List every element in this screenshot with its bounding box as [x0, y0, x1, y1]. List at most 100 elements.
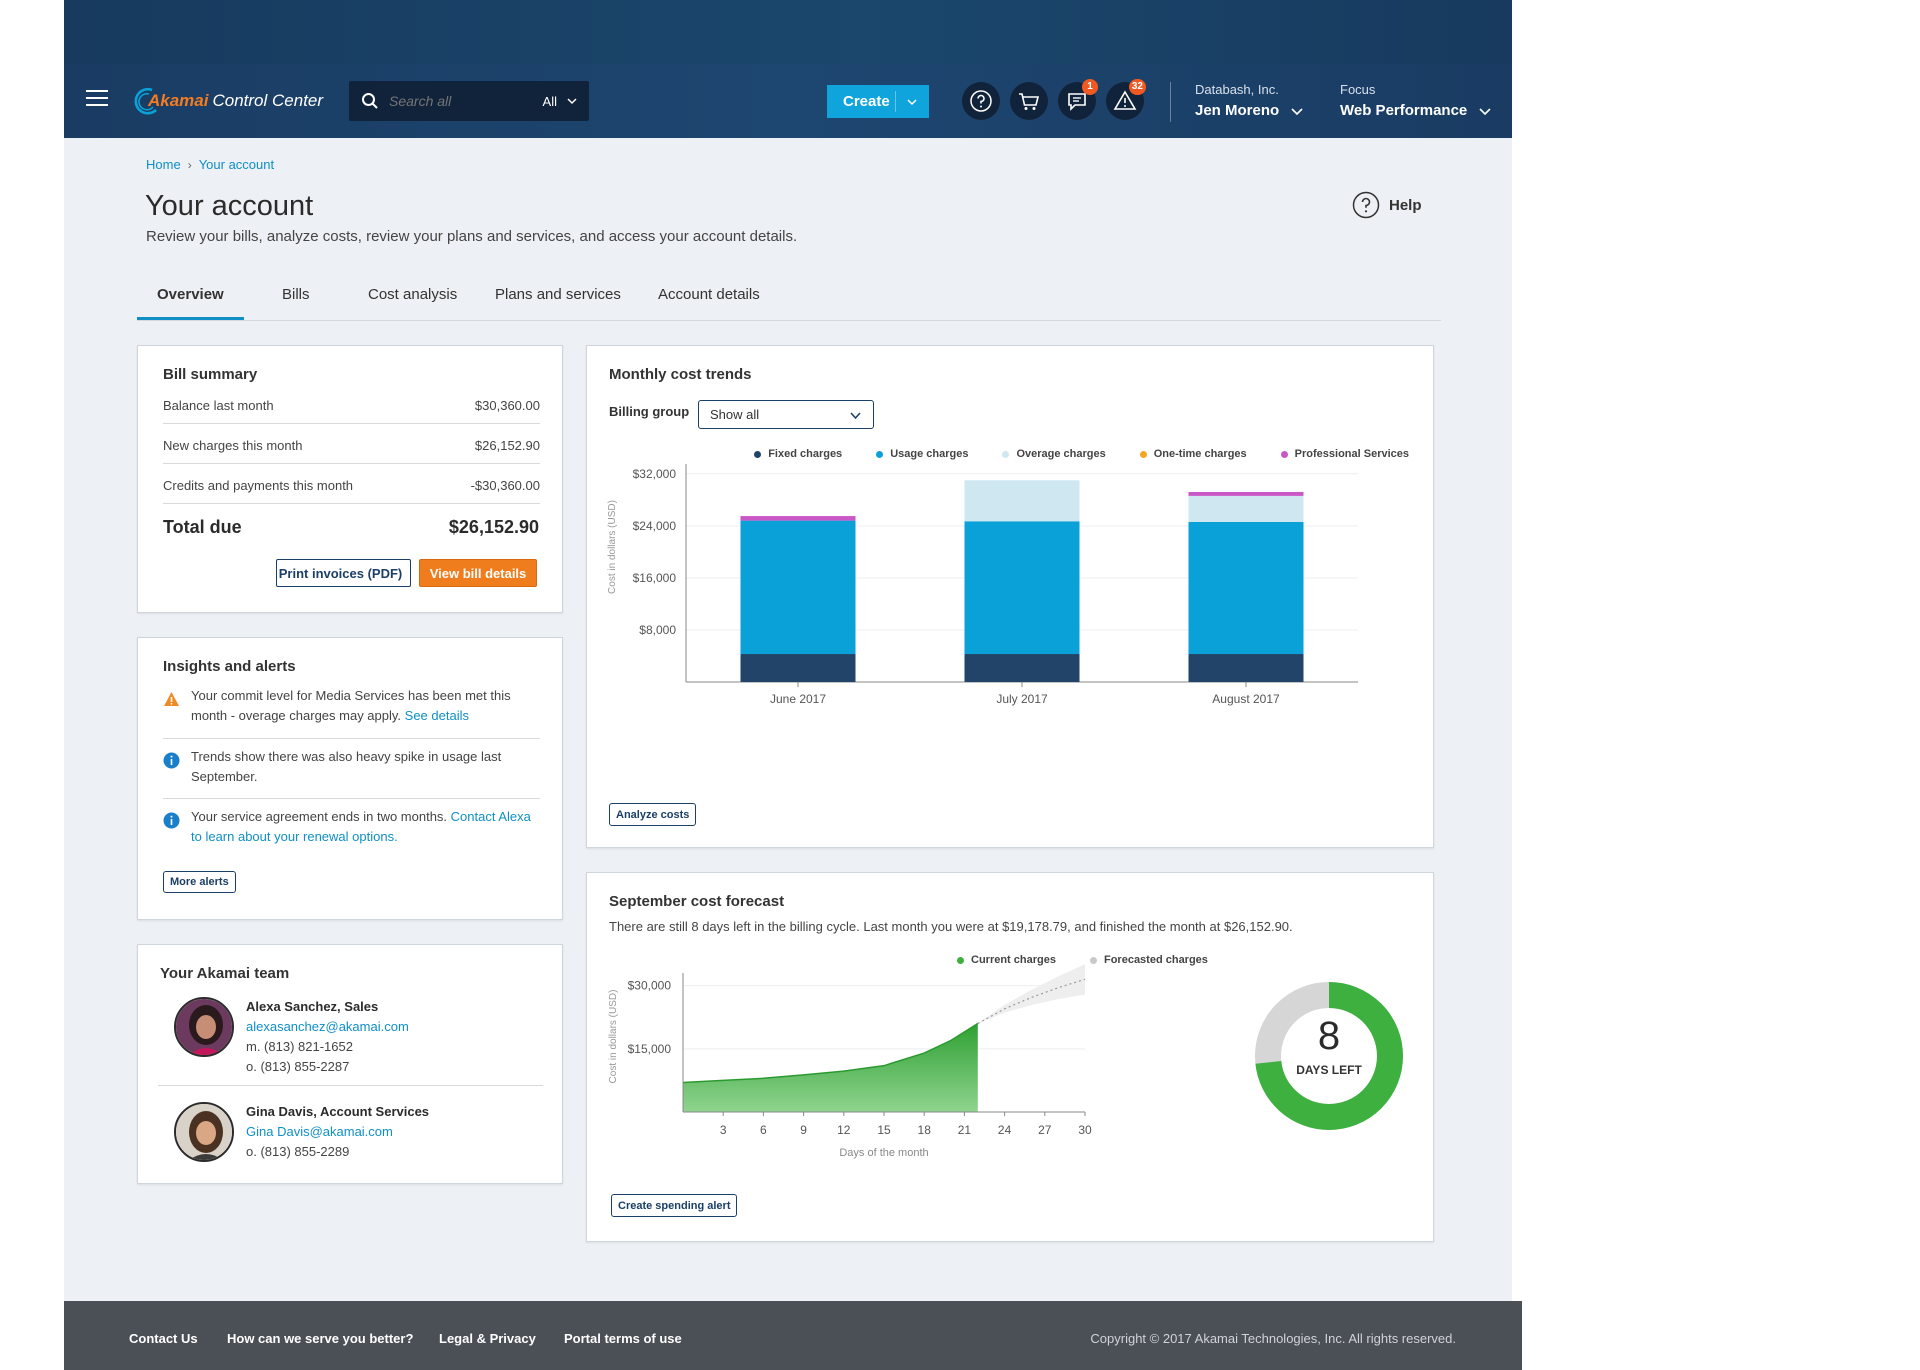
chart-legend: Fixed charges Usage charges Overage charge…	[720, 448, 1409, 460]
create-button[interactable]: Create	[827, 85, 929, 118]
tab-plans-and-services[interactable]: Plans and services	[495, 286, 621, 303]
logo-product: Control Center	[212, 91, 324, 110]
contact-alexa-link[interactable]: Contact Alexa to learn about your renewa…	[191, 809, 531, 844]
legend-label: Forecasted charges	[1103, 954, 1208, 966]
focus-switcher[interactable]: Focus Web Performance	[1340, 82, 1491, 119]
total-due-amount: $26,152.90	[448, 517, 539, 537]
account-company: Databash, Inc.	[1195, 82, 1279, 97]
bill-summary-title: Bill summary	[163, 366, 258, 383]
bar-segment-overage-charges	[1188, 495, 1304, 522]
legend-swatch	[1089, 956, 1097, 964]
alert-text: Your commit level for Media Services has…	[191, 688, 511, 723]
member-phone: m. (813) 821-1652	[246, 1039, 353, 1054]
y-axis-label: Cost in dollars (USD)	[608, 990, 619, 1084]
bill-row-new-charges: New charges this month $26,152.90	[163, 438, 540, 453]
x-tick-label: 21	[958, 1123, 972, 1137]
search-scope-dropdown[interactable]: All	[543, 94, 577, 109]
chevron-down-icon	[1291, 107, 1303, 115]
view-bill-details-button[interactable]: View bill details	[419, 559, 537, 587]
navbar-divider	[1170, 82, 1171, 122]
bar-segment-fixed-charges	[964, 654, 1080, 682]
bill-row-credits: Credits and payments this month -$30,360…	[163, 478, 540, 493]
active-tab-indicator	[137, 317, 244, 320]
more-alerts-button[interactable]: More alerts	[163, 871, 236, 893]
analyze-costs-button[interactable]: Analyze costs	[609, 803, 697, 826]
tab-bills[interactable]: Bills	[282, 286, 310, 303]
y-axis-label: Cost in dollars (USD)	[607, 500, 618, 594]
page-title: Your account	[145, 190, 314, 222]
x-tick-label: July 2017	[996, 692, 1048, 706]
legend-item-current-charges: Current charges	[957, 954, 1056, 966]
legend-item-professional-services: Professional Services	[1280, 448, 1409, 460]
bar-segment-fixed-charges	[740, 654, 856, 682]
member-phone: o. (813) 855-2289	[246, 1144, 350, 1159]
legend-label: Usage charges	[890, 448, 969, 460]
help-link[interactable]: Help	[1352, 191, 1422, 219]
legend-item-usage-charges: Usage charges	[876, 448, 968, 460]
legend-swatch	[754, 450, 762, 458]
member-name: Gina Davis, Account Services	[246, 1104, 430, 1119]
messages-nav-button[interactable]: 1	[1058, 79, 1098, 120]
help-nav-button[interactable]	[962, 82, 1000, 120]
member-name: Alexa Sanchez, Sales	[246, 999, 379, 1014]
x-tick-label: 9	[800, 1123, 807, 1137]
print-invoices-button[interactable]: Print invoices (PDF)	[276, 559, 411, 587]
alerts-badge: 32	[1128, 79, 1146, 95]
forecasted-charges-line	[977, 978, 1086, 1025]
footer-link-terms[interactable]: Portal terms of use	[564, 1331, 682, 1346]
x-tick-label: August 2017	[1212, 692, 1280, 706]
donut-ring	[1255, 982, 1403, 1130]
days-left-label: DAYS LEFT	[1296, 1063, 1362, 1077]
logo[interactable]: Akamai Control Center	[130, 83, 323, 119]
y-tick-label: $16,000	[633, 571, 677, 585]
x-tick-label: June 2017	[770, 692, 826, 706]
x-tick-label: 27	[1038, 1123, 1052, 1137]
create-button-label: Create	[843, 93, 890, 110]
tab-overview[interactable]: Overview	[157, 286, 224, 303]
legend-label: Professional Services	[1294, 448, 1409, 460]
member-email-link[interactable]: alexasanchez@akamai.com	[246, 1019, 409, 1034]
legend-label: Current charges	[971, 954, 1056, 966]
footer-link-feedback[interactable]: How can we serve you better?	[227, 1331, 414, 1346]
question-icon	[970, 90, 992, 112]
chevron-down-icon	[907, 99, 917, 106]
x-tick-label: 30	[1078, 1123, 1092, 1137]
cart-nav-button[interactable]	[1010, 82, 1048, 120]
breadcrumb-your-account[interactable]: Your account	[198, 157, 275, 172]
legend-swatch	[1002, 450, 1010, 458]
person-photo-icon	[176, 1104, 232, 1160]
divider	[158, 1085, 543, 1086]
forecast-band	[977, 964, 1085, 1024]
account-switcher[interactable]: Databash, Inc. Jen Moreno	[1195, 82, 1303, 119]
cart-icon	[1019, 93, 1040, 110]
bill-row-label: Credits and payments this month	[163, 478, 354, 493]
see-details-link[interactable]: See details	[404, 708, 469, 723]
alerts-nav-button[interactable]: 32	[1106, 79, 1146, 120]
help-label: Help	[1389, 196, 1422, 214]
menu-icon[interactable]	[86, 90, 108, 108]
footer-link-legal[interactable]: Legal & Privacy	[439, 1331, 536, 1346]
warning-icon	[164, 692, 179, 706]
y-tick-label: $15,000	[628, 1042, 672, 1056]
billing-group-select[interactable]: Show all	[698, 400, 874, 429]
top-navbar: Akamai Control Center All Create	[64, 64, 1512, 138]
x-tick-label: 18	[918, 1123, 932, 1137]
tab-cost-analysis[interactable]: Cost analysis	[368, 286, 458, 303]
member-email-link[interactable]: Gina Davis@akamai.com	[246, 1124, 393, 1139]
legend-item-overage-charges: Overage charges	[1002, 448, 1106, 460]
info-icon	[163, 812, 180, 829]
x-tick-label: 3	[720, 1123, 727, 1137]
footer-link-contact[interactable]: Contact Us	[129, 1331, 198, 1346]
breadcrumb-home[interactable]: Home	[146, 157, 181, 172]
chevron-down-icon	[567, 98, 577, 105]
search-input[interactable]	[389, 93, 519, 109]
bar-segment-usage-charges	[1188, 521, 1304, 655]
y-tick-label: $8,000	[639, 623, 676, 637]
tab-account-details[interactable]: Account details	[658, 286, 760, 303]
legend-label: Overage charges	[1016, 448, 1106, 460]
app-frame: Akamai Control Center All Create	[64, 0, 1512, 1370]
create-spending-alert-button[interactable]: Create spending alert	[611, 1194, 738, 1217]
account-tabs: Overview Bills Cost analysis Plans and s…	[137, 274, 1441, 321]
bill-row-amount: $30,360.00	[474, 398, 540, 413]
akamai-wave-icon	[134, 88, 157, 115]
